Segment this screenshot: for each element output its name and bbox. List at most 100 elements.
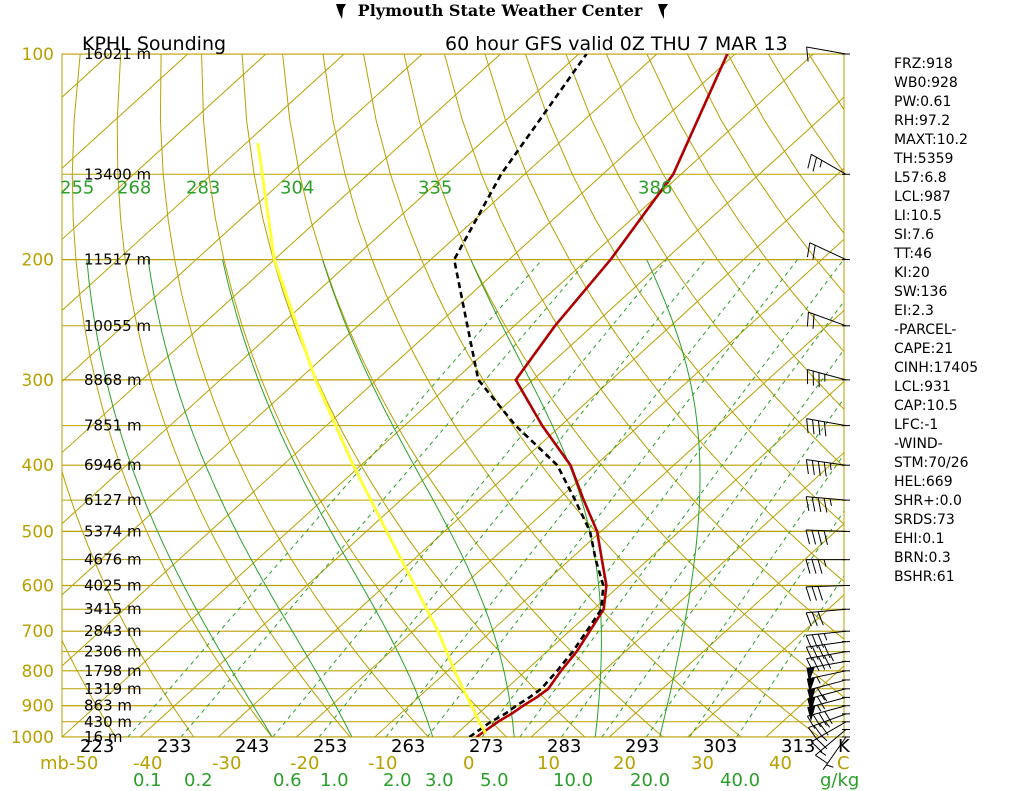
wind-barb-shaft [811,153,847,175]
station-title: KPHL Sounding [82,33,226,55]
wind-barb-half-flag [829,654,834,662]
dry-adiabat-line [159,54,430,737]
wind-barb-flag [818,712,827,726]
valid-time-title: 60 hour GFS valid 0Z THU 7 MAR 13 [445,33,788,55]
wind-barb-half-flag [816,676,821,684]
mixing-ratio-line [645,453,844,737]
stability-index-item: LCL:931 [894,379,951,395]
skew-t-grid [61,53,1024,752]
wind-barb-flag [819,723,829,736]
wind-barb-flag [817,461,821,476]
stability-index-item: WB0:928 [894,75,958,91]
wind-barb-flag [823,655,832,669]
kelvin-tick-label: 233 [157,736,191,757]
kelvin-tick-label: 223 [80,736,114,757]
dry-adiabat-line [403,54,844,698]
dry-adiabat-line [605,54,844,410]
wind-barb [805,630,850,650]
wind-barb [806,46,850,62]
wind-barb [806,651,850,672]
isotherm-line [296,238,844,737]
mixing-ratio-line [601,397,844,737]
wind-barb-shaft [806,459,847,466]
theta-label: 386 [638,177,672,198]
wind-barb-flag [806,312,809,327]
isotherm-line [374,309,844,737]
mixing-ratio-line [426,259,798,737]
wind-barb-half-flag [826,764,834,768]
isotherm-line [62,54,580,525]
wind-barb-flag [817,559,823,574]
wind-barb-pennant [807,705,816,722]
kelvin-tick-label: 253 [313,736,347,757]
stability-index-item: LFC:-1 [894,417,938,433]
wind-barb-flag [811,530,817,545]
wind-barb [805,641,850,661]
stability-index-item: SRDS:73 [894,512,955,528]
height-label: 5374 m [84,522,142,540]
wind-barb-shaft [806,418,847,427]
stability-index-item: SHR+:0.0 [894,493,962,509]
temperature-tick-label: -30 [212,753,241,774]
wind-barb [822,736,850,771]
dry-adiabat-line [971,54,1024,752]
mixing-ratio-tick-label: 0.1 [133,770,162,791]
wind-barb-flag [806,242,811,258]
wind-barb-flag [823,462,827,477]
stability-index-item: FRZ:918 [894,56,953,72]
theta-label: 283 [186,177,220,198]
mixing-ratio-tick-label: 5.0 [480,770,509,791]
height-label: 4025 m [84,576,142,594]
height-label: 10055 m [84,317,151,335]
wind-barb-flag [817,645,825,660]
wind-barb-flag [823,498,828,513]
wind-barb-flag [806,715,816,729]
height-label: 1319 m [84,680,142,698]
wind-barb-half-flag [823,559,827,567]
parcel-line [256,142,488,735]
theta-label: 255 [60,177,94,198]
moist-adiabat-line [470,259,602,737]
wind-barb-flag [815,754,828,764]
wind-barb-flag [811,634,819,649]
height-label: 430 m [84,713,132,731]
dry-adiabat-line [116,54,351,737]
temperature-tick-label: C [837,753,850,774]
wind-barb [807,679,850,704]
height-label: 6946 m [84,456,142,474]
height-label: 13400 m [84,165,151,183]
stability-index-item: L57:6.8 [894,170,947,186]
header-title: Plymouth State Weather Center [358,1,643,20]
isotherm-line [139,96,844,737]
wind-barb-flag [812,714,822,728]
wind-barb-flag [805,529,811,545]
isotherm-line [62,54,345,312]
height-label: 16 m [84,728,122,746]
wind-barb-shaft [811,721,847,743]
wind-barb-flag [811,559,817,574]
wind-barb-flag [805,559,811,574]
wind-barb-flag [817,633,825,648]
stability-index-item: EHI:0.1 [894,531,944,547]
dry-adiabat-line [646,54,844,353]
moist-adiabat-line [147,259,353,737]
moist-adiabat-line [222,259,434,737]
wind-barb [805,559,850,574]
wind-barb [806,418,850,437]
isotherm-line [62,54,423,383]
moist-adiabat-line [86,259,273,737]
stability-index-item: CINH:17405 [894,360,978,376]
temperature-line [475,54,729,737]
wind-barb-half-flag [824,721,831,728]
stability-index-item: BRN:0.3 [894,550,951,566]
stability-index-item: BSHR:61 [894,569,955,585]
pressure-tick-label: 400 [22,456,54,476]
isotherm-line [530,451,844,737]
wind-barb-flag [817,656,826,670]
wind-barb-shaft [822,736,847,771]
stability-index-item: EI:2.3 [894,303,934,319]
dry-adiabat-line [241,54,586,737]
wind-barb-half-flag [829,498,832,506]
